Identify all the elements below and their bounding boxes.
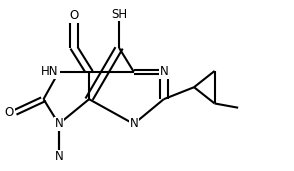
Text: N: N bbox=[129, 117, 138, 130]
Text: O: O bbox=[5, 106, 14, 119]
Text: N: N bbox=[54, 150, 63, 163]
Text: O: O bbox=[69, 9, 79, 22]
Text: N: N bbox=[159, 65, 168, 78]
Text: N: N bbox=[54, 117, 63, 130]
Text: HN: HN bbox=[41, 65, 59, 78]
Text: SH: SH bbox=[111, 8, 127, 21]
